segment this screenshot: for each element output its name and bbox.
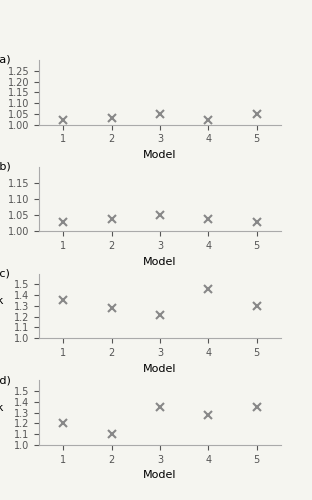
X-axis label: Model: Model xyxy=(143,256,177,266)
Text: (c): (c) xyxy=(0,268,10,278)
Y-axis label: κ: κ xyxy=(0,296,3,306)
X-axis label: Model: Model xyxy=(143,150,177,160)
Text: (d): (d) xyxy=(0,375,11,385)
Text: (b): (b) xyxy=(0,162,11,172)
X-axis label: Model: Model xyxy=(143,364,177,374)
Text: (a): (a) xyxy=(0,55,11,65)
X-axis label: Model: Model xyxy=(143,470,177,480)
Y-axis label: κ: κ xyxy=(0,402,3,412)
